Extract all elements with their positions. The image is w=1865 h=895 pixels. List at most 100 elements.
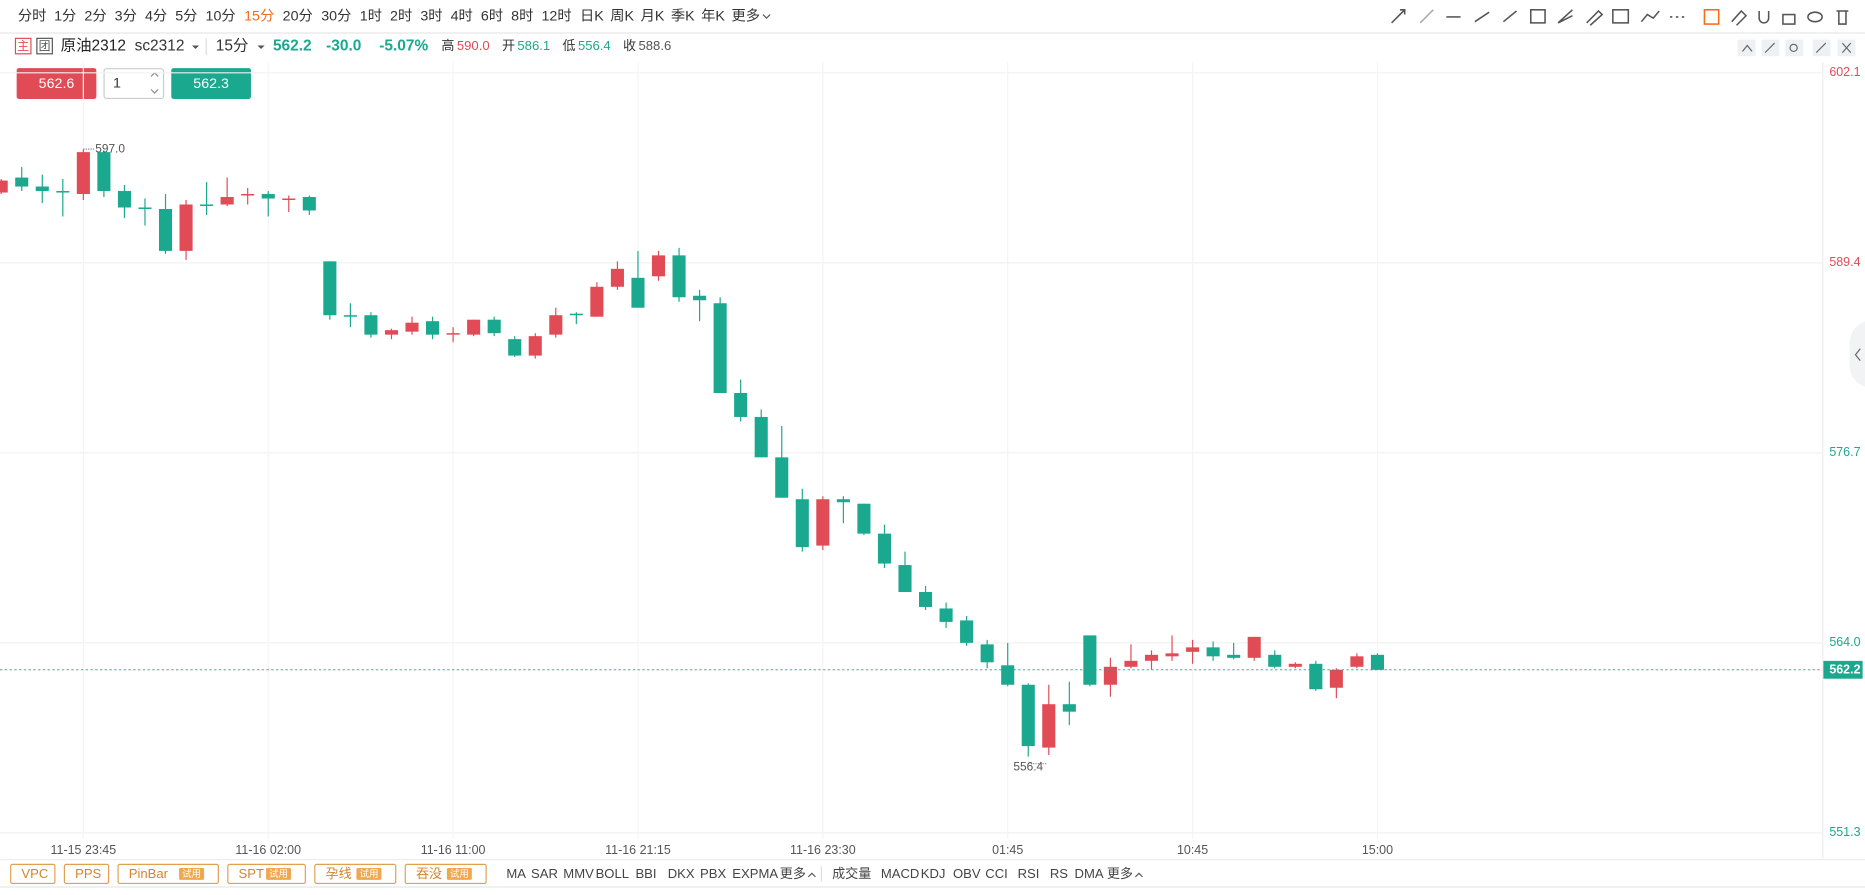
indicator-button[interactable]: SAR <box>531 866 558 881</box>
indicator-button[interactable]: RS <box>1050 866 1068 881</box>
indicator-button[interactable]: DKX <box>668 866 695 881</box>
candle-body <box>1288 663 1302 667</box>
pattern-button[interactable] <box>63 863 110 885</box>
candle-body <box>138 207 152 209</box>
period-button[interactable]: 2时 <box>390 8 412 25</box>
period-button[interactable]: 15分 <box>244 8 274 25</box>
buy-button[interactable] <box>171 68 251 100</box>
period-button[interactable]: 4时 <box>451 8 473 25</box>
candle-body <box>1350 656 1364 667</box>
quantity-value: 1 <box>113 75 121 91</box>
pattern-label: 吞没 <box>416 866 442 881</box>
candle-body <box>0 180 8 193</box>
candle-body <box>877 533 892 564</box>
drawing-tools[interactable] <box>1391 9 1849 26</box>
stat-value: 586.1 <box>517 38 550 53</box>
period-button[interactable]: 5分 <box>175 8 197 25</box>
indicator-button[interactable]: OBV <box>953 866 981 881</box>
quote-change-pct: -5.07% <box>379 38 428 55</box>
min-label: 556.4 <box>1013 759 1043 773</box>
period-button[interactable]: 6时 <box>481 8 503 25</box>
candle-body <box>446 333 460 335</box>
indicator-button[interactable]: 更多 <box>780 865 806 881</box>
indicator-button[interactable]: MA <box>506 866 526 881</box>
period-button[interactable]: 周K <box>610 9 634 25</box>
candle-body <box>1268 654 1282 667</box>
trial-tag-label: 试用 <box>450 868 469 880</box>
indicator-button[interactable]: 更多 <box>1107 865 1133 881</box>
candle-body <box>590 286 604 317</box>
period-button[interactable]: 月K <box>641 9 665 25</box>
candle-body <box>158 208 173 251</box>
candle-body <box>1186 647 1200 652</box>
candle-body <box>754 416 768 458</box>
instrument-code: sc2312 <box>135 38 185 55</box>
period-button[interactable]: 季K <box>671 8 695 25</box>
period-button[interactable]: 分时 <box>18 8 47 25</box>
indicator-button[interactable]: EXPMA <box>732 866 778 881</box>
pattern-label: 孕线 <box>326 866 352 881</box>
more-arrow <box>807 872 816 878</box>
x-tick-label: 11-16 11:00 <box>421 843 486 857</box>
period-button[interactable]: 日K <box>580 9 604 25</box>
trial-tag-label: 试用 <box>269 868 288 880</box>
indicator-button[interactable]: DMA <box>1075 866 1104 881</box>
indicator-button[interactable]: PBX <box>700 866 726 881</box>
period-button[interactable]: 1分 <box>54 8 76 25</box>
candle-body <box>775 457 789 498</box>
candle-body <box>569 313 583 316</box>
candle-body <box>323 261 337 316</box>
candle-body <box>1309 663 1323 690</box>
indicator-button[interactable]: KDJ <box>921 866 946 881</box>
period-button[interactable]: 20分 <box>283 8 313 25</box>
indicator-button[interactable]: MMV <box>563 866 594 881</box>
candle-body <box>343 315 357 317</box>
candle-body <box>35 186 49 192</box>
period-button[interactable]: 4分 <box>145 8 167 25</box>
pattern-label: PPS <box>75 866 101 881</box>
period-button[interactable]: 更多 <box>731 8 760 25</box>
stat-value: 556.4 <box>578 38 611 53</box>
price-tag <box>1823 660 1863 679</box>
candle-body <box>364 315 378 335</box>
stat-label: 低 <box>562 38 575 53</box>
x-tick-label: 11-16 02:00 <box>235 843 301 857</box>
quote-change: -30.0 <box>326 38 361 55</box>
period-button[interactable]: 12时 <box>541 8 571 25</box>
candle-body <box>97 152 111 192</box>
panel-controls[interactable] <box>1737 39 1856 57</box>
period-button[interactable]: 3时 <box>420 8 442 25</box>
dropdown-arrow <box>191 45 200 50</box>
sell-button[interactable] <box>16 68 97 100</box>
side-panel-toggle[interactable] <box>1849 321 1865 387</box>
candle-body <box>1144 654 1159 661</box>
period-button[interactable]: 8时 <box>511 8 533 25</box>
period-button[interactable]: 3分 <box>115 8 137 25</box>
candle-body <box>508 339 522 356</box>
period-button[interactable]: 年K <box>701 8 725 25</box>
period-button[interactable]: 10分 <box>206 8 236 25</box>
period-button[interactable]: 30分 <box>321 8 351 25</box>
y-tick-label: 576.7 <box>1829 445 1860 459</box>
badge <box>14 37 32 55</box>
quantity-input[interactable] <box>103 68 165 100</box>
pattern-button[interactable] <box>10 863 56 885</box>
indicator-button[interactable]: BBI <box>635 866 656 881</box>
candle-body <box>1370 654 1384 670</box>
indicator-button[interactable]: MACD <box>881 866 920 881</box>
indicator-button[interactable]: BOLL <box>596 866 629 881</box>
period-button[interactable]: 2分 <box>84 8 106 25</box>
period-button[interactable]: 1时 <box>360 8 382 25</box>
candle-body <box>672 255 686 298</box>
dropdown-arrow <box>257 45 265 50</box>
indicator-button[interactable]: RSI <box>1018 866 1040 881</box>
badge-label: 团 <box>39 39 51 53</box>
indicator-button[interactable]: CCI <box>985 866 1008 881</box>
quote-price: 562.2 <box>273 38 312 55</box>
period-select[interactable]: 15分 <box>216 37 249 55</box>
y-tick-label: 602.1 <box>1829 65 1860 79</box>
indicator-button[interactable]: 成交量 <box>832 865 871 881</box>
candle-body <box>857 503 871 534</box>
candle-body <box>261 194 275 199</box>
